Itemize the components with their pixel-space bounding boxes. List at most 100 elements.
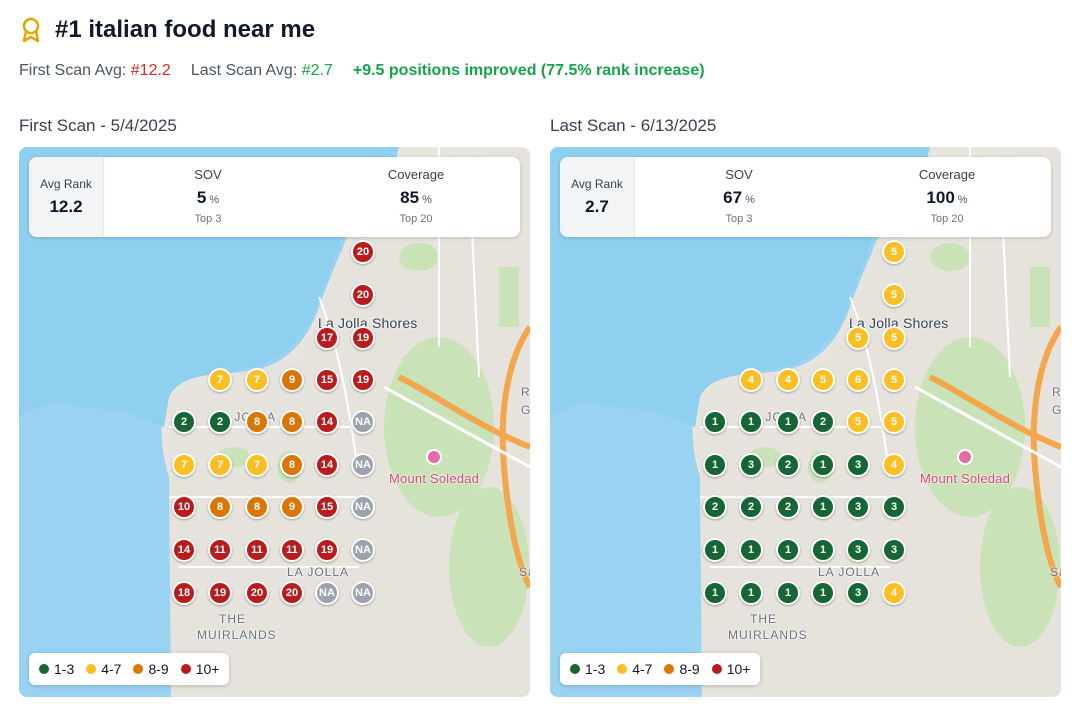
rank-pin[interactable]: 14 — [172, 538, 196, 562]
rank-pin[interactable]: 1 — [776, 538, 800, 562]
rank-pin[interactable]: 7 — [208, 453, 232, 477]
coverage-pct: % — [957, 194, 968, 206]
rank-pin[interactable]: 9 — [280, 495, 304, 519]
rank-pin[interactable]: 9 — [280, 368, 304, 392]
rank-pin[interactable]: NA — [351, 495, 375, 519]
rank-pin[interactable]: 4 — [776, 368, 800, 392]
rank-pin[interactable]: 2 — [208, 410, 232, 434]
improvement-text: +9.5 positions improved (77.5% rank incr… — [352, 62, 705, 79]
coverage-value: 100 — [926, 188, 955, 207]
rank-pin[interactable]: 18 — [172, 581, 196, 605]
rank-pin[interactable]: 2 — [811, 410, 835, 434]
rank-pin[interactable]: 1 — [703, 581, 727, 605]
rank-pin[interactable]: 15 — [315, 368, 339, 392]
coverage-sub: Top 20 — [399, 213, 433, 225]
rank-pin[interactable]: 3 — [882, 495, 906, 519]
legend-dot-orange — [664, 664, 675, 674]
rank-pin[interactable]: 19 — [315, 538, 339, 562]
coverage-label: Coverage — [387, 167, 445, 182]
rank-pin[interactable]: 19 — [208, 581, 232, 605]
rank-pin[interactable]: 4 — [739, 368, 763, 392]
rank-pin[interactable]: 5 — [811, 368, 835, 392]
rank-pin[interactable]: 8 — [280, 410, 304, 434]
rank-pin[interactable]: 1 — [739, 538, 763, 562]
rank-pin[interactable]: 20 — [351, 240, 375, 264]
rank-pin[interactable]: 2 — [172, 410, 196, 434]
rank-pin[interactable]: 5 — [846, 410, 870, 434]
rank-pin[interactable]: 20 — [245, 581, 269, 605]
rank-pin[interactable]: 1 — [739, 410, 763, 434]
mount-soledad-icon — [957, 449, 973, 465]
rank-pin[interactable]: 10 — [172, 495, 196, 519]
rank-pin[interactable]: 2 — [776, 453, 800, 477]
rank-pin[interactable]: 8 — [208, 495, 232, 519]
rank-pin[interactable]: 7 — [245, 453, 269, 477]
rank-pin[interactable]: NA — [315, 581, 339, 605]
rank-pin[interactable]: 1 — [703, 410, 727, 434]
mount-soledad-icon — [426, 449, 442, 465]
rank-pin[interactable]: 14 — [315, 453, 339, 477]
rank-pin[interactable]: 1 — [811, 453, 835, 477]
rank-pin[interactable]: 3 — [739, 453, 763, 477]
rank-pin[interactable]: 6 — [846, 368, 870, 392]
rank-pin[interactable]: NA — [351, 538, 375, 562]
rank-pin[interactable]: NA — [351, 581, 375, 605]
rank-pin[interactable]: 19 — [351, 368, 375, 392]
label-mount-soledad: Mount Soledad — [920, 471, 1011, 486]
first-scan-title: First Scan - 5/4/2025 — [19, 116, 177, 135]
rank-pin[interactable]: 3 — [846, 495, 870, 519]
rank-pin[interactable]: 1 — [811, 581, 835, 605]
rank-pin[interactable]: 8 — [280, 453, 304, 477]
rank-pin[interactable]: 4 — [882, 453, 906, 477]
rank-pin[interactable]: 2 — [776, 495, 800, 519]
rank-pin[interactable]: NA — [351, 410, 375, 434]
rank-pin[interactable]: 1 — [811, 538, 835, 562]
rank-pin[interactable]: 20 — [280, 581, 304, 605]
sov-sub: Top 3 — [194, 213, 222, 225]
scan-summary: First Scan Avg: #12.2 Last Scan Avg: #2.… — [19, 62, 705, 80]
rank-pin[interactable]: 11 — [208, 538, 232, 562]
rank-pin[interactable]: 1 — [703, 453, 727, 477]
label-muirlands: MUIRLANDS — [197, 628, 277, 642]
legend: 1-3 4-7 8-9 10+ — [29, 653, 230, 685]
rank-pin[interactable]: 2 — [739, 495, 763, 519]
rank-pin[interactable]: 7 — [172, 453, 196, 477]
rank-pin[interactable]: 20 — [351, 283, 375, 307]
rank-pin[interactable]: 3 — [846, 581, 870, 605]
rank-pin[interactable]: 7 — [245, 368, 269, 392]
rank-pin[interactable]: 17 — [315, 326, 339, 350]
rank-pin[interactable]: 1 — [776, 581, 800, 605]
rank-pin[interactable]: 5 — [882, 326, 906, 350]
rank-pin[interactable]: 5 — [846, 326, 870, 350]
rank-pin[interactable]: 1 — [739, 581, 763, 605]
label-edge-sa: Sa — [1050, 565, 1061, 579]
rank-pin[interactable]: 5 — [882, 410, 906, 434]
rank-pin[interactable]: 5 — [882, 283, 906, 307]
rank-pin[interactable]: 19 — [351, 326, 375, 350]
rank-pin[interactable]: 3 — [846, 453, 870, 477]
rank-pin[interactable]: 3 — [846, 538, 870, 562]
rank-pin[interactable]: 11 — [245, 538, 269, 562]
rank-pin[interactable]: 5 — [882, 368, 906, 392]
rank-pin[interactable]: 1 — [811, 495, 835, 519]
rank-pin[interactable]: 15 — [315, 495, 339, 519]
rank-pin[interactable]: 7 — [208, 368, 232, 392]
rank-pin[interactable]: 1 — [703, 538, 727, 562]
first-scan-map[interactable]: La Jolla Shores Mount Soledad LA JOLLA L… — [19, 147, 530, 697]
last-scan-map[interactable]: La Jolla Shores Mount Soledad LA JOLLA L… — [550, 147, 1061, 697]
rank-pin[interactable]: NA — [351, 453, 375, 477]
legend: 1-3 4-7 8-9 10+ — [560, 653, 761, 685]
rank-pin[interactable]: 3 — [882, 538, 906, 562]
rank-pin[interactable]: 2 — [703, 495, 727, 519]
sov-label: SOV — [194, 167, 222, 182]
rank-pin[interactable]: 5 — [882, 240, 906, 264]
rank-pin[interactable]: 11 — [280, 538, 304, 562]
rank-pin[interactable]: 14 — [315, 410, 339, 434]
rank-pin[interactable]: 1 — [776, 410, 800, 434]
legend-dot-red — [180, 664, 191, 674]
rank-pin[interactable]: 4 — [882, 581, 906, 605]
rank-pin[interactable]: 8 — [245, 495, 269, 519]
sov-value: 67 — [723, 188, 743, 207]
rank-pin[interactable]: 8 — [245, 410, 269, 434]
legend-10plus: 10+ — [711, 661, 750, 677]
